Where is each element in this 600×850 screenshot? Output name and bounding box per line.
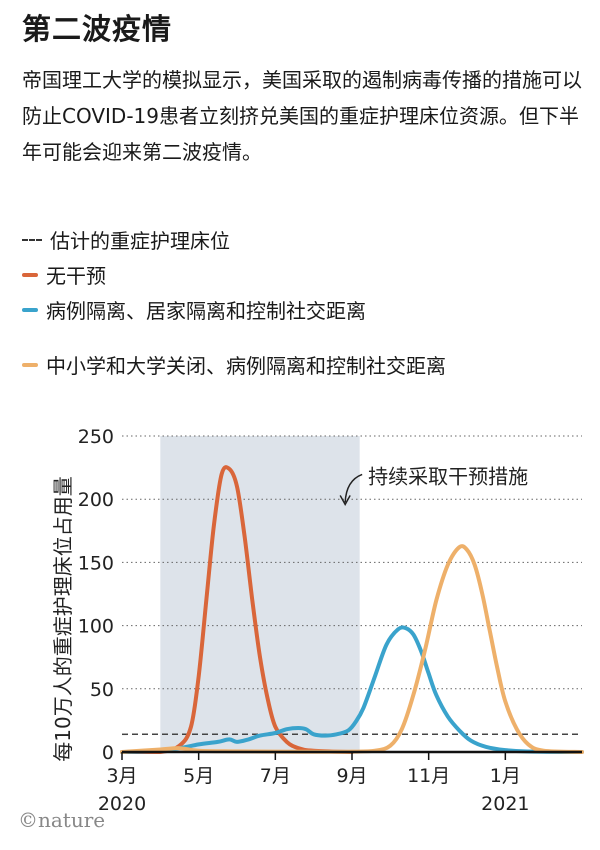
nature-credit: ©nature bbox=[18, 808, 106, 832]
x-tick-label: 11月 bbox=[407, 765, 450, 787]
legend-label: 病例隔离、居家隔离和控制社交距离 bbox=[46, 299, 366, 323]
legend-item-school-closure: 中小学和大学关闭、病例隔离和控制社交距离 bbox=[22, 350, 446, 379]
x-tick-year-label: 2021 bbox=[481, 793, 529, 815]
dashed-line-icon bbox=[22, 238, 42, 241]
x-tick-label: 7月 bbox=[260, 765, 291, 787]
legend-label: 估计的重症护理床位 bbox=[50, 229, 230, 253]
y-tick-label: 0 bbox=[102, 742, 114, 764]
x-tick-label: 5月 bbox=[183, 765, 214, 787]
legend-item-icu-beds: 估计的重症护理床位 bbox=[22, 225, 230, 254]
orange-line-icon bbox=[22, 272, 38, 277]
y-tick-label: 50 bbox=[90, 679, 114, 701]
legend-label: 中小学和大学关闭、病例隔离和控制社交距离 bbox=[46, 354, 446, 378]
legend-label: 无干预 bbox=[46, 264, 106, 288]
series-isolation-distancing bbox=[120, 625, 584, 754]
y-tick-label: 100 bbox=[78, 616, 114, 638]
y-axis-label: 每10万人的重症护理床位占用量 bbox=[51, 476, 75, 761]
chart-description: 帝国理工大学的模拟显示，美国采取的遏制病毒传播的措施可以防止COVID-19患者… bbox=[22, 68, 582, 164]
annotation-arrow-curve bbox=[344, 473, 363, 503]
page-title: 第二波疫情 bbox=[22, 12, 173, 46]
annotation-arrow-head bbox=[339, 495, 351, 506]
x-tick-year-label: 2020 bbox=[98, 793, 146, 815]
legend-item-isolation-distancing: 病例隔离、居家隔离和控制社交距离 bbox=[22, 295, 366, 324]
annotation-label: 持续采取干预措施 bbox=[368, 464, 528, 488]
y-tick-label: 200 bbox=[78, 489, 114, 511]
intervention-period-band bbox=[160, 436, 360, 752]
legend-item-no-intervention: 无干预 bbox=[22, 260, 106, 289]
yellow-line-icon bbox=[22, 362, 38, 367]
y-tick-label: 250 bbox=[78, 426, 114, 448]
x-tick-label: 3月 bbox=[106, 765, 137, 787]
blue-line-icon bbox=[22, 307, 38, 312]
x-tick-label: 1月 bbox=[490, 765, 521, 787]
y-tick-label: 150 bbox=[78, 552, 114, 574]
series-no-intervention bbox=[120, 465, 354, 754]
x-tick-label: 9月 bbox=[336, 765, 367, 787]
